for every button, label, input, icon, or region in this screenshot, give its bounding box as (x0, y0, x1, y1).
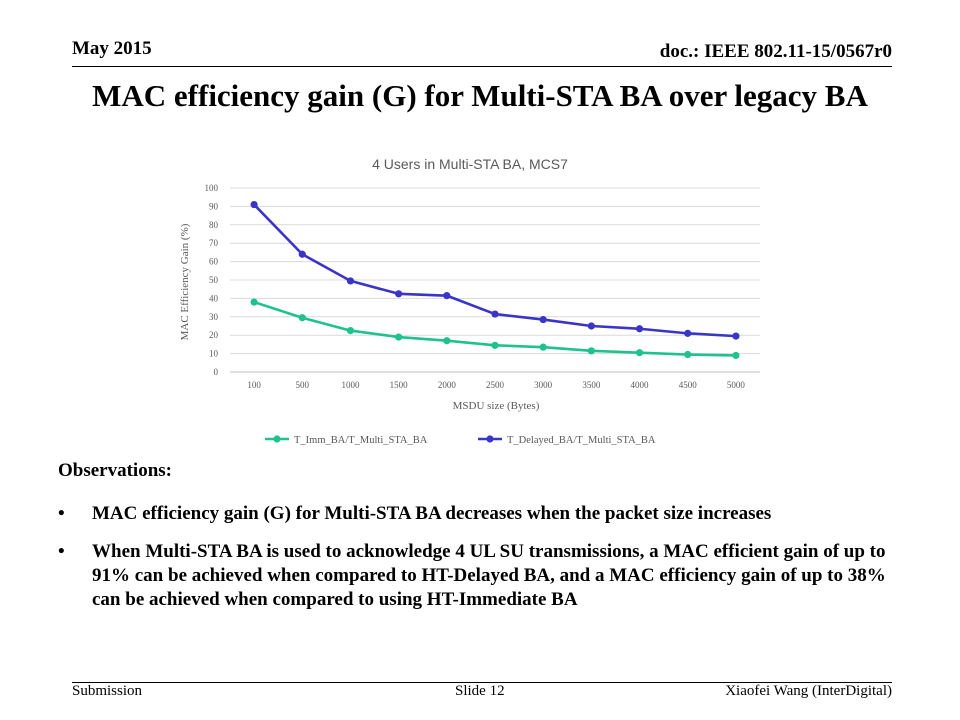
data-point (539, 315, 547, 324)
x-axis-label: MSDU size (Bytes) (453, 400, 540, 412)
observations-list: • MAC efficiency gain (G) for Multi-STA … (58, 502, 908, 626)
data-point (684, 350, 692, 359)
footer-slide-number: Slide 12 (455, 683, 505, 699)
y-tick-label: 70 (209, 238, 219, 248)
y-tick-label: 20 (209, 330, 219, 340)
observation-text: When Multi-STA BA is used to acknowledge… (92, 541, 886, 610)
legend-label: T_Delayed_BA/T_Multi_STA_BA (507, 435, 656, 446)
x-tick-label: 4000 (631, 380, 650, 390)
y-tick-label: 90 (209, 201, 219, 211)
x-tick-label: 1000 (341, 380, 360, 390)
data-point (250, 200, 258, 209)
footer-submission: Submission (72, 683, 143, 699)
y-axis-label: MAC Efficiency Gain (%) (179, 223, 191, 340)
header-divider (72, 66, 892, 67)
x-tick-label: 100 (247, 380, 261, 390)
observation-text: MAC efficiency gain (G) for Multi-STA BA… (92, 503, 772, 524)
data-point (346, 277, 355, 285)
x-tick-label: 5000 (727, 380, 746, 390)
data-point (443, 337, 451, 345)
legend-label: T_Imm_BA/T_Multi_STA_BA (294, 435, 428, 446)
data-point (250, 298, 258, 306)
observation-item: • MAC efficiency gain (G) for Multi-STA … (58, 502, 908, 526)
y-tick-label: 10 (209, 349, 219, 359)
x-tick-label: 2500 (486, 380, 505, 390)
y-tick-label: 30 (209, 312, 219, 322)
y-tick-label: 80 (209, 220, 219, 230)
data-point (587, 347, 595, 355)
y-tick-label: 100 (205, 183, 219, 193)
data-point (491, 310, 499, 318)
observations-heading: Observations: (58, 460, 172, 481)
x-tick-label: 2000 (438, 380, 457, 390)
x-tick-label: 3000 (534, 380, 553, 390)
chart-series (250, 200, 740, 360)
data-point (298, 314, 306, 322)
slide-title: MAC efficiency gain (G) for Multi-STA BA… (92, 78, 868, 113)
line-chart: 4 Users in Multi-STA BA, MCS7 0 10 20 30 40 5… (179, 156, 760, 446)
data-point (732, 332, 740, 340)
chart-legend: T_Imm_BA/T_Multi_STA_BA T_Delayed_BA/T_Mu… (265, 435, 656, 446)
data-point (395, 333, 403, 341)
data-point (298, 250, 306, 258)
x-axis-ticks: 100 500 1000 1500 2000 2500 3000 3500 4000 4500 50… (247, 380, 745, 390)
data-point (491, 341, 499, 349)
data-point (684, 329, 692, 337)
footer-divider (72, 682, 892, 683)
x-tick-label: 3500 (582, 380, 601, 390)
x-tick-label: 1500 (390, 380, 409, 390)
x-tick-label: 4500 (679, 380, 698, 390)
bullet-dot: • (58, 541, 65, 562)
y-axis-ticks: 0 10 20 30 40 50 60 70 80 90 100 (205, 183, 219, 377)
data-point (732, 351, 740, 360)
footer-author: Xiaofei Wang (InterDigital) (725, 683, 892, 699)
data-point (346, 327, 355, 335)
header-date: May 2015 (72, 38, 152, 59)
data-point (539, 343, 547, 351)
data-point (395, 290, 403, 298)
y-tick-label: 50 (209, 275, 219, 285)
bullet-dot: • (58, 503, 65, 524)
data-point (587, 322, 595, 330)
data-point (635, 325, 644, 333)
x-tick-label: 500 (296, 380, 310, 390)
data-point (635, 349, 644, 357)
observation-item: • When Multi-STA BA is used to acknowled… (58, 540, 908, 612)
y-tick-label: 0 (214, 367, 219, 377)
legend-swatch-marker (273, 435, 281, 443)
y-tick-label: 40 (209, 293, 219, 303)
legend-swatch-marker (486, 435, 494, 443)
header-doc-id: doc.: IEEE 802.11-15/0567r0 (659, 41, 892, 62)
y-tick-label: 60 (209, 257, 219, 267)
data-point (443, 292, 451, 300)
chart-gridlines (230, 187, 760, 373)
chart-title: 4 Users in Multi-STA BA, MCS7 (372, 156, 568, 172)
